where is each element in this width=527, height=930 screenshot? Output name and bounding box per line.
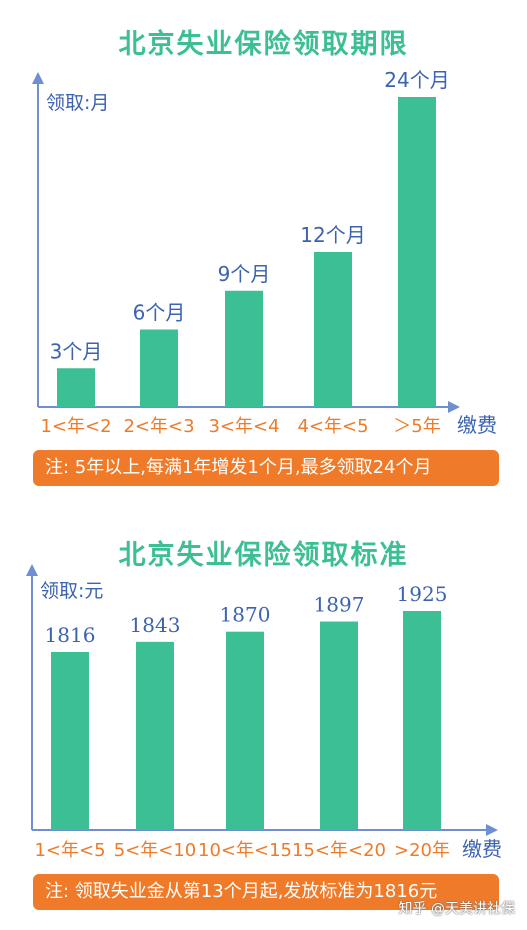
data-label: 3个月	[50, 339, 103, 363]
chart-note: 注: 领取失业金从第13个月起,发放标准为1816元	[33, 874, 499, 910]
x-axis-label: 缴费	[457, 413, 497, 437]
data-label: 1816	[45, 623, 96, 647]
bar	[314, 252, 352, 407]
x-tick-label: 2<年<3	[123, 416, 194, 437]
chart-title: 北京失业保险领取标准	[118, 540, 409, 571]
data-label: 12个月	[300, 223, 365, 247]
x-tick-label: 5<年<10	[114, 840, 197, 861]
x-axis-arrow	[448, 401, 460, 413]
data-label: 6个月	[133, 301, 186, 325]
x-tick-label: 10<年<15	[198, 840, 292, 861]
bar	[226, 631, 264, 830]
data-label: 9个月	[218, 262, 271, 286]
duration-chart-plot: 缴费 3个月 1<年<2 6个月 2<年<3 9个月 3<年<4 12个月 4<年<5 24个月 ＞…	[32, 68, 497, 437]
data-label: 1870	[220, 603, 271, 627]
y-axis-label: 领取:元	[40, 580, 104, 602]
bar	[320, 621, 358, 830]
x-tick-label: 4<年<5	[297, 416, 368, 437]
x-tick-label: 15<年<20	[292, 840, 386, 861]
x-tick-label: 3<年<4	[208, 416, 279, 437]
y-axis-label: 领取:月	[46, 92, 110, 114]
bar	[140, 329, 178, 407]
x-axis-label: 缴费	[462, 837, 502, 861]
bar	[398, 97, 436, 407]
bar	[57, 368, 95, 407]
x-axis-arrow	[486, 824, 498, 836]
x-tick-label: 1<年<5	[34, 840, 105, 861]
data-label: 1843	[130, 613, 181, 637]
bar	[225, 290, 263, 407]
y-axis-arrow	[32, 72, 44, 84]
duration-chart: 北京失业保险领取期限 领取:月 缴费 3个月 1<年<2 6个月 2<年<3 9个月 3<年…	[32, 29, 499, 486]
chart-note: 注: 5年以上,每满1年增发1个月,最多领取24个月	[33, 450, 499, 486]
x-tick-label: 1<年<2	[40, 416, 111, 437]
data-label: 1925	[397, 582, 448, 606]
data-label: 24个月	[384, 68, 449, 92]
x-tick-label: ＞5年	[393, 416, 440, 437]
x-tick-label: >20年	[394, 840, 450, 861]
bar	[136, 641, 174, 830]
y-axis-arrow	[26, 564, 38, 576]
chart-title: 北京失业保险领取期限	[118, 29, 409, 60]
bar	[51, 652, 89, 830]
watermark: 知乎 @天美讲社保	[398, 901, 515, 917]
data-label: 1897	[314, 593, 365, 617]
bar	[403, 611, 441, 830]
